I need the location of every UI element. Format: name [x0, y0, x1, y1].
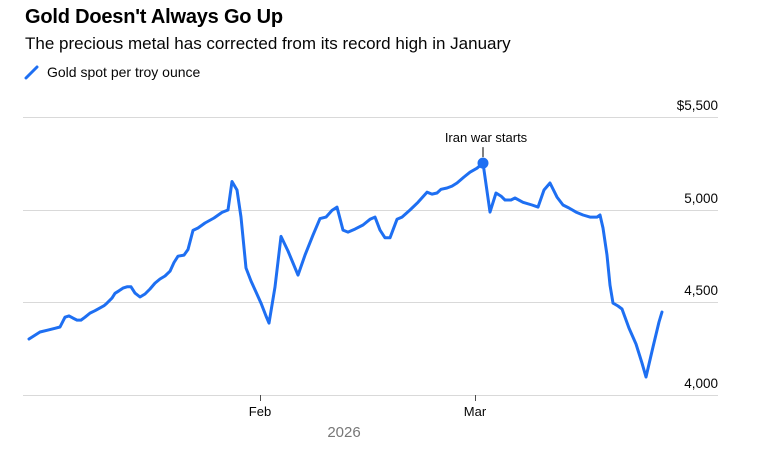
chart-subtitle: The precious metal has corrected from it… [25, 34, 511, 53]
x-axis-year-label: 2026 [327, 424, 361, 441]
page-title: Gold Doesn't Always Go Up [25, 6, 283, 28]
price-line [27, 161, 664, 379]
annotation-label: Iran war starts [444, 130, 528, 145]
annotation-dot [477, 157, 489, 169]
y-axis-label-4000: 4,000 [684, 376, 718, 391]
legend: Gold spot per troy ounce [24, 64, 200, 80]
gridline-5000 [23, 210, 718, 211]
y-axis-label-5500: $5,500 [676, 98, 718, 113]
gridline-4000 [23, 395, 718, 396]
legend-line-icon [24, 65, 39, 79]
x-tick-mar [475, 395, 476, 401]
gridline-5500 [23, 117, 718, 118]
gridline-4500 [23, 302, 718, 303]
y-axis-label-4500: 4,500 [684, 283, 718, 298]
y-axis-label-5000: 5,000 [684, 191, 718, 206]
legend-label: Gold spot per troy ounce [47, 64, 201, 80]
x-axis-label-mar: Mar [463, 404, 487, 419]
x-axis-label-feb: Feb [248, 404, 272, 419]
x-tick-feb [260, 395, 261, 401]
